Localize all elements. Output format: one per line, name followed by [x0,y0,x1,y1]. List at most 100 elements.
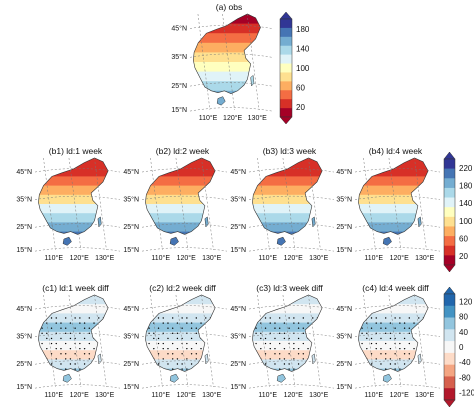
stipple-dot [55,332,57,335]
stipple-dot [64,342,67,345]
stipple-dot [303,384,304,385]
stipple-dot [331,374,332,375]
fill-band [252,231,323,235]
stipple-dot [112,358,113,359]
stipple-dot [375,317,377,319]
stipple-dot [69,363,72,365]
stipple-dot [79,342,81,345]
meridian [414,294,427,388]
stipple-dot [288,368,290,370]
meridian [282,294,296,388]
stipple-dot [172,384,173,385]
stipple-dot [394,368,396,370]
lon-label: 110°E [258,391,277,399]
stipple-dot [357,353,358,354]
stipple-dot [148,384,149,385]
stipple-dot [167,327,169,329]
lat-label: 25°N [16,223,32,231]
stipple-dot [302,332,305,335]
stipple-dot [370,342,373,345]
stipple-dot [404,374,405,375]
island-hainan [382,236,392,246]
meridian [246,13,260,111]
stipple-dot [423,374,424,375]
lon-label: 120°E [284,391,303,399]
colorbar-segment [444,168,455,179]
stipple-dot [331,338,332,339]
island-hainan [62,373,72,383]
lat-label: 25°N [171,82,187,90]
graticule [354,157,441,252]
stipple-dot [74,363,76,365]
colorbar-segment [444,178,455,189]
stipple-dot [171,332,174,335]
stipple-dot [427,363,429,365]
lat-label: 45°N [16,305,32,313]
stipple-dot [171,358,174,360]
colorbar-segment [444,352,455,365]
stipple-dot [177,374,178,375]
colorbar-segment [280,27,292,38]
stipple-dot [312,379,313,380]
stipple-dot [384,332,387,335]
stipple-dot [380,353,382,355]
stipple-dot [117,322,118,323]
stipple-dot [214,327,216,329]
stipple-dot [144,322,145,323]
stipple-dot [93,363,95,365]
lon-label: 120°E [70,391,89,399]
stipple-dot [283,358,286,360]
stipple-dot [284,374,285,375]
stipple-dot [144,328,145,329]
stipple-dot [307,384,308,385]
parallel [354,332,441,337]
stipple-dot [153,374,154,375]
stipple-dot [181,317,183,319]
stipple-dot [255,327,257,329]
parallel [354,305,441,310]
stipple-dot [361,379,362,380]
stipple-dot [157,317,160,319]
lat-label: 35°N [336,195,352,203]
lat-label: 45°N [230,168,246,176]
stipple-dot [255,342,257,345]
stipple-dot [283,337,286,340]
fill-band [38,231,109,235]
fill-band [252,341,323,351]
stipple-dot [195,327,198,329]
colorbar-label: 180 [296,25,310,34]
stipple-dot [41,379,42,380]
colorbar-label: 140 [296,44,310,53]
stipple-dot [74,379,75,380]
stipple-dot [162,347,164,350]
fill-band [38,167,109,177]
stipple-dot [380,379,381,380]
graticule [248,294,335,389]
stipple-dot [357,322,358,323]
panel-title: (b4) ld:4 week [369,146,423,156]
island-taiwan [97,353,102,365]
stipple-dot [158,379,159,380]
stipple-dot [69,332,72,335]
graticule [248,157,335,252]
stipple-dot [117,348,118,349]
meridian [201,294,214,388]
stipple-dot [102,332,105,335]
stipple-dot [79,317,81,319]
lon-label: 110°E [199,114,218,122]
map-fill [252,295,332,385]
parallel [354,168,441,173]
stipple-dot [422,347,425,350]
stipple-dot [55,317,57,319]
stipple-dot [107,379,108,380]
parallel [248,384,335,389]
stipple-dot [148,317,150,319]
stipple-dot [326,328,327,329]
stipple-dot [321,363,323,365]
stipple-dot [112,368,113,369]
colorbar-label: -40 [459,358,471,367]
stipple-dot [84,374,85,375]
stipple-dot [181,327,183,329]
stipple-dot [60,322,62,324]
stipple-dot [316,368,319,370]
